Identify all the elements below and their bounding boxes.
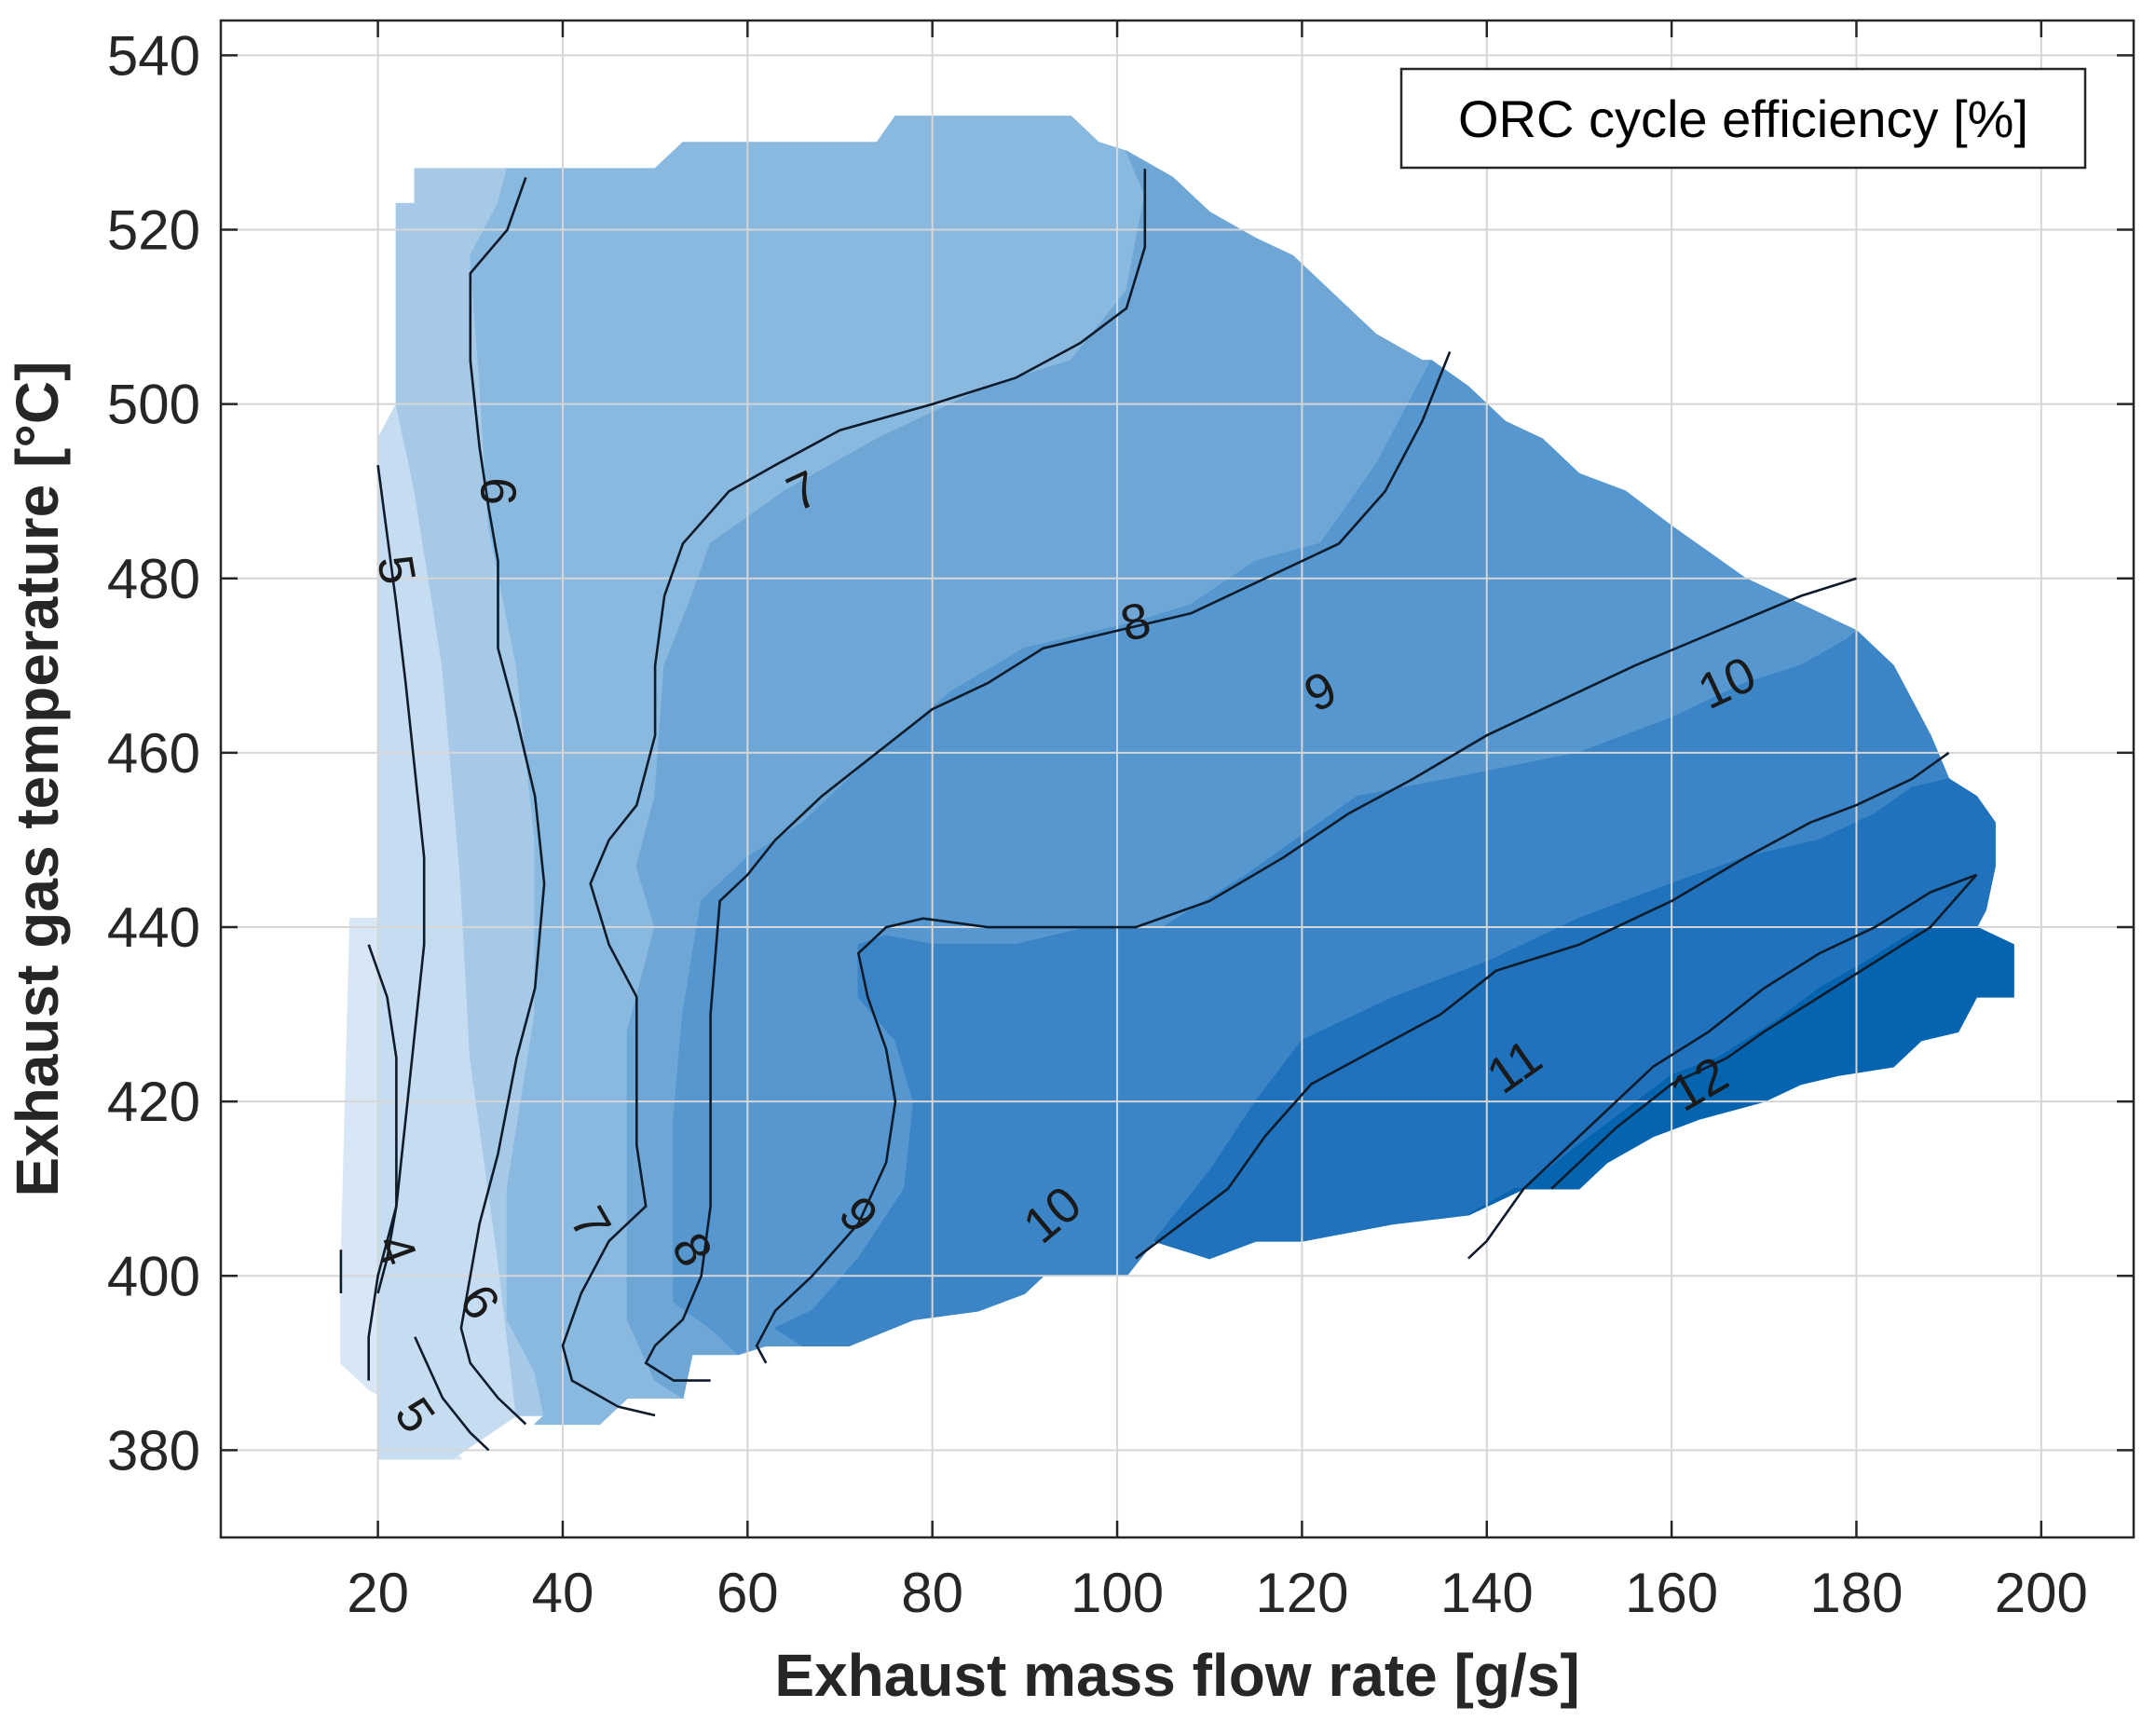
x-tick-label-20: 20 [347,1562,409,1624]
legend-label: ORC cycle efficiency [%] [1458,89,2028,148]
contour-line-11 [1467,873,1977,1260]
contour-line-6 [459,176,546,1426]
y-tick-label-460: 460 [107,722,200,785]
contour-label-6: 6 [470,476,526,506]
y-tick-label-420: 420 [107,1071,200,1133]
gridlines [221,20,2134,1537]
contour-line-7 [561,169,1147,1417]
legend-box [1399,67,2087,170]
filled-bands [340,116,2014,1460]
x-tick-label-100: 100 [1071,1562,1164,1624]
band-level-12 [1467,926,2014,1216]
contour-line-5 [414,1336,490,1452]
x-tick-label-60: 60 [716,1562,779,1624]
y-tick-label-520: 520 [107,199,200,262]
contour-line-5 [367,465,426,1381]
contour-lines [339,169,1978,1452]
y-tick-label-500: 500 [107,374,200,436]
x-tick-label-160: 160 [1625,1562,1718,1624]
contour-line-9 [755,577,1857,1364]
y-tick-label-440: 440 [107,896,200,959]
contour-line-10 [1135,751,1950,1260]
y-tick-label-400: 400 [107,1245,200,1307]
contour-line-12 [1550,874,1978,1190]
x-tick-label-180: 180 [1809,1562,1903,1624]
x-axis-title: Exhaust mass flow rate [g/s] [774,1642,1579,1709]
axis-ticks: 20 40 60 80 100 120 140 160 180 200 380 400 420 440 46… [107,20,2134,1624]
axes-box [219,19,2136,1539]
x-tick-label-200: 200 [1995,1562,2088,1624]
y-tick-label-480: 480 [107,548,200,610]
x-tick-label-80: 80 [901,1562,963,1624]
legend: ORC cycle efficiency [%] [1399,67,2087,170]
contour-line-4 [367,944,398,1294]
y-axis-title: Exhaust gas temperature [°C] [4,362,71,1197]
y-tick-label-540: 540 [107,24,200,87]
x-tick-label-120: 120 [1255,1562,1348,1624]
y-tick-label-380: 380 [107,1419,200,1482]
x-tick-label-140: 140 [1440,1562,1534,1624]
x-tick-label-40: 40 [532,1562,594,1624]
contour-line-8 [644,351,1452,1382]
